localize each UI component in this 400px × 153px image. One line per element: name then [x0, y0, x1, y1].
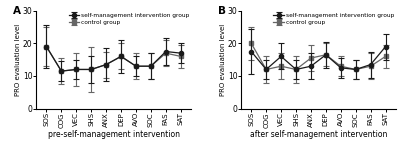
Y-axis label: PRO evaluation level: PRO evaluation level [15, 24, 21, 96]
Text: B: B [218, 6, 226, 16]
X-axis label: pre-self-management intervention: pre-self-management intervention [48, 130, 180, 139]
Legend: self-management intervention group, control group: self-management intervention group, cont… [68, 13, 190, 25]
X-axis label: after self-management intervention: after self-management intervention [250, 130, 387, 139]
Y-axis label: PRO evaluation level: PRO evaluation level [220, 24, 226, 96]
Text: A: A [13, 6, 21, 16]
Legend: self-management intervention group, control group: self-management intervention group, cont… [274, 13, 395, 25]
